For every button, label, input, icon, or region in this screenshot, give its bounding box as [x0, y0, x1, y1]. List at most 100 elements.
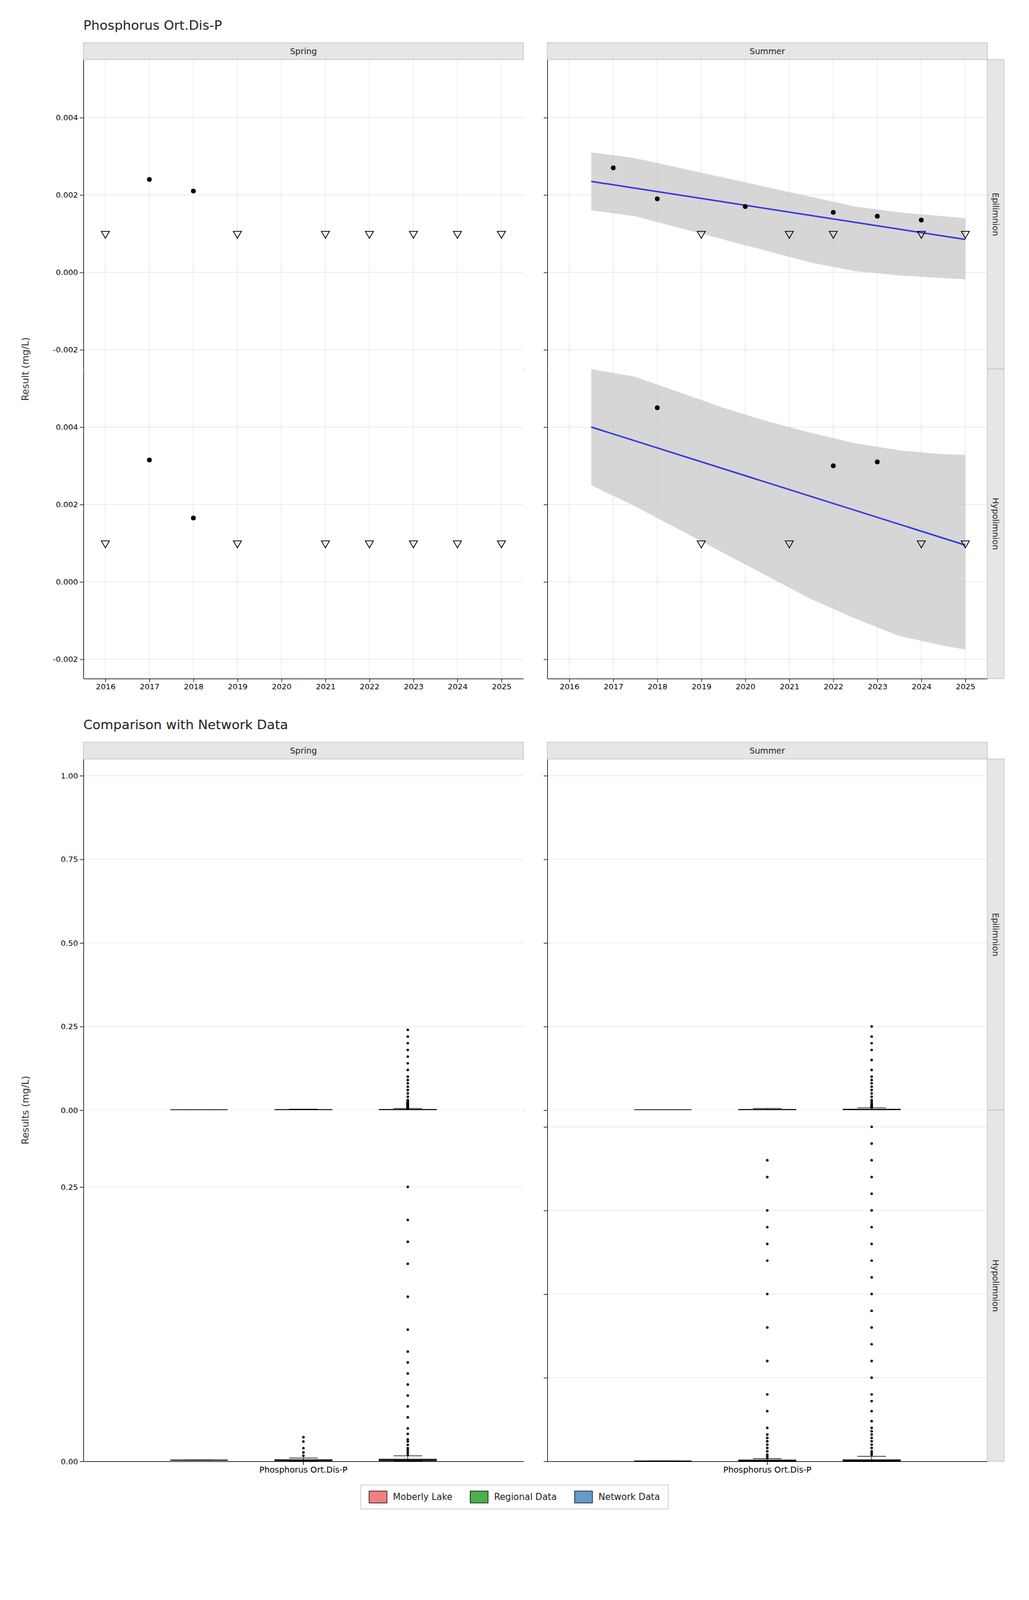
tick-label: 2024	[911, 682, 932, 692]
outlier	[406, 1082, 410, 1085]
box-body	[170, 1109, 228, 1111]
grid-line	[281, 369, 282, 679]
point	[610, 165, 616, 171]
triangle-point	[917, 541, 926, 549]
triangle-point	[497, 231, 506, 239]
box-body	[738, 1460, 796, 1462]
outlier	[765, 1454, 769, 1457]
outlier	[870, 1427, 873, 1430]
outlier	[406, 1444, 410, 1447]
outlier	[870, 1343, 873, 1346]
legend-label: Network Data	[598, 1492, 660, 1504]
tick-mark	[543, 1461, 548, 1463]
tick-mark	[613, 678, 614, 683]
tick-label: 0.25	[60, 1183, 79, 1193]
tick-label: 2016	[559, 682, 580, 692]
tick-mark	[543, 272, 548, 274]
axis-line	[83, 60, 84, 370]
plot-area	[547, 59, 988, 370]
triangle-point	[233, 231, 242, 239]
outlier	[870, 1400, 873, 1403]
plot-area	[547, 369, 988, 679]
triangle-point	[365, 231, 374, 239]
whisker-cap	[857, 1456, 887, 1458]
outlier	[870, 1099, 873, 1102]
panel: 0.000.25Phosphorus Ort.Dis-P	[60, 1110, 524, 1476]
y-tick	[543, 775, 548, 777]
y-tick: 0.00	[60, 1106, 84, 1116]
outlier	[406, 1240, 410, 1244]
median	[170, 1109, 228, 1111]
tick-mark	[281, 678, 283, 683]
triangle-point	[101, 541, 110, 549]
box	[634, 1461, 692, 1462]
outlier	[406, 1095, 410, 1099]
whisker-cap	[288, 1458, 318, 1459]
outlier	[870, 1360, 873, 1363]
tick-label: 0.004	[55, 422, 79, 432]
y-tick: -0.002	[52, 345, 84, 355]
y-tick: 0.002	[55, 500, 84, 510]
tick-label: 0.00	[60, 1106, 79, 1116]
box	[738, 1108, 796, 1111]
grid	[547, 59, 988, 370]
box-body	[274, 1109, 332, 1111]
strip	[987, 1110, 1004, 1462]
x-axis: 2016201720182019202020212022202320242025	[83, 678, 525, 692]
y-tick	[543, 1127, 548, 1128]
outlier	[765, 1360, 769, 1363]
marks	[591, 152, 970, 280]
y-axis-title: Result (mg/L)	[19, 337, 31, 401]
box-body	[274, 1460, 332, 1462]
box-body	[634, 1109, 692, 1111]
grid-line	[83, 775, 524, 777]
x-tick: 2018	[647, 678, 668, 692]
grid-line	[369, 59, 370, 370]
outlier	[765, 1447, 769, 1450]
whisker	[407, 1456, 408, 1461]
outlier	[870, 1095, 873, 1099]
strip	[83, 742, 524, 760]
triangle-point	[785, 541, 794, 549]
tick-mark	[543, 582, 548, 583]
whisker-cap	[752, 1108, 782, 1110]
panel: 0.000.250.500.751.00Spring	[60, 742, 524, 1116]
outlier	[406, 1062, 410, 1065]
box	[738, 1159, 796, 1462]
outlier	[301, 1436, 305, 1439]
strip-label: Spring	[290, 746, 317, 756]
panel: SummerEpilimnion	[543, 42, 1004, 373]
x-tick: 2023	[867, 678, 888, 692]
x-tick: 2024	[447, 678, 468, 692]
box-body	[170, 1460, 228, 1462]
plot-area	[83, 369, 524, 679]
outlier	[765, 1209, 769, 1212]
tick-mark	[877, 678, 878, 683]
y-tick	[543, 272, 548, 274]
outlier	[765, 1226, 769, 1229]
marks	[101, 457, 506, 549]
tick-label: 1.00	[60, 771, 79, 781]
figure: Phosphorus Ort.Dis-PResult (mg/L)-0.0020…	[0, 0, 1029, 1600]
outlier	[406, 1042, 410, 1045]
tick-mark	[543, 1027, 548, 1028]
panel: 2016201720182019202020212022202320242025…	[543, 369, 1004, 692]
grid-line	[965, 59, 966, 370]
outlier	[765, 1433, 769, 1437]
outlier	[870, 1082, 873, 1085]
y-tick	[543, 117, 548, 119]
outlier	[301, 1441, 305, 1444]
outlier	[870, 1035, 873, 1038]
tick-label: 2019	[228, 682, 248, 692]
outlier	[765, 1440, 769, 1443]
tick-mark	[657, 678, 659, 683]
median	[379, 1460, 437, 1462]
y-axis	[543, 759, 548, 1112]
y-axis: 0.000.25	[60, 1111, 84, 1467]
outlier	[406, 1427, 410, 1430]
tick-label: 2022	[823, 682, 844, 692]
plot-area	[547, 759, 988, 1111]
tick-mark	[79, 195, 84, 196]
outlier	[870, 1410, 873, 1414]
outlier	[870, 1430, 873, 1433]
